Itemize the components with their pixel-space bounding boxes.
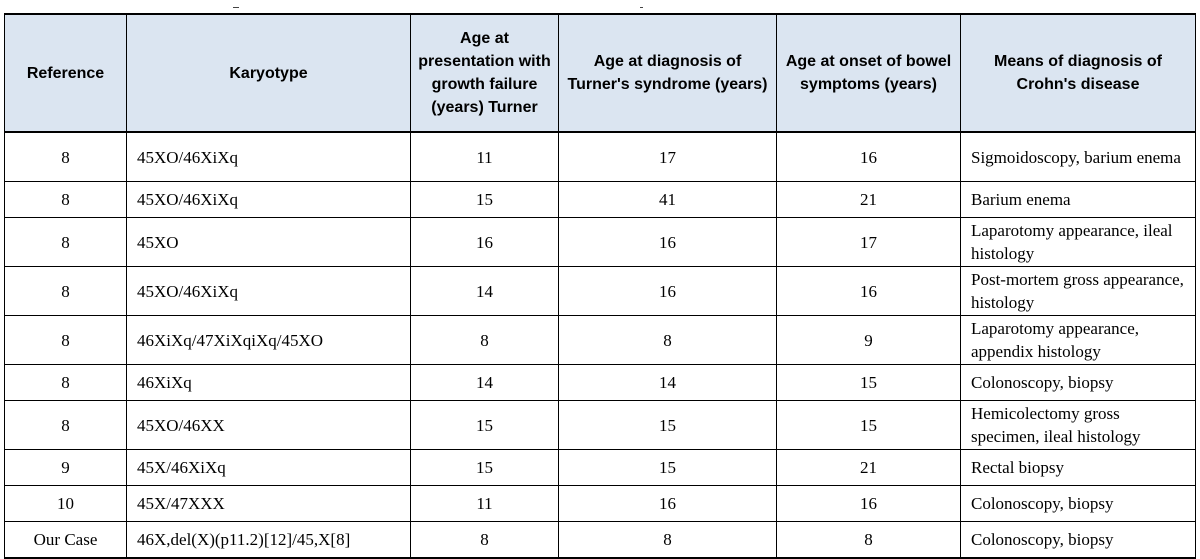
cell-karyotype: 45XO/46XiXq bbox=[126, 131, 411, 182]
table-row: 8 45XO/46XiXq 15 41 21 Barium enema bbox=[4, 181, 1196, 218]
cell-karyotype: 46XiXq/47XiXqiXq/45XO bbox=[126, 315, 411, 365]
header-means-diagnosis: Means of diagnosis of Crohn's disease bbox=[960, 13, 1196, 133]
cell-age-diagnosis-turner: 8 bbox=[558, 521, 777, 559]
table-row: 8 46XiXq/47XiXqiXq/45XO 8 8 9 Laparotomy… bbox=[4, 315, 1196, 365]
cell-age-onset-bowel: 15 bbox=[776, 400, 961, 450]
cell-reference: 8 bbox=[4, 181, 127, 218]
cell-means-diagnosis: Barium enema bbox=[960, 181, 1196, 218]
cell-age-onset-bowel: 15 bbox=[776, 364, 961, 401]
table-row: 8 45XO 16 16 17 Laparotomy appearance, i… bbox=[4, 217, 1196, 267]
cell-age-onset-bowel: 21 bbox=[776, 181, 961, 218]
cell-karyotype: 46X,del(X)(p11.2)[12]/45,X[8] bbox=[126, 521, 411, 559]
cell-age-diagnosis-turner: 16 bbox=[558, 485, 777, 522]
cell-reference: 8 bbox=[4, 364, 127, 401]
cell-age-diagnosis-turner: 17 bbox=[558, 131, 777, 182]
cell-karyotype: 46XiXq bbox=[126, 364, 411, 401]
table-row: 9 45X/46XiXq 15 15 21 Rectal biopsy bbox=[4, 449, 1196, 486]
header-age-diagnosis-turner: Age at diagnosis of Turner's syndrome (y… bbox=[558, 13, 777, 133]
table-row: Our Case 46X,del(X)(p11.2)[12]/45,X[8] 8… bbox=[4, 521, 1196, 559]
cell-age-presentation: 11 bbox=[410, 131, 559, 182]
cell-means-diagnosis: Laparotomy appearance, appendix histolog… bbox=[960, 315, 1196, 365]
table-row: 8 45XO/46XX 15 15 15 Hemicolectomy gross… bbox=[4, 400, 1196, 450]
cell-age-onset-bowel: 8 bbox=[776, 521, 961, 559]
header-age-presentation: Age at presentation with growth failure … bbox=[410, 13, 559, 133]
header-reference: Reference bbox=[4, 13, 127, 133]
cell-karyotype: 45X/47XXX bbox=[126, 485, 411, 522]
cell-age-onset-bowel: 17 bbox=[776, 217, 961, 267]
cell-means-diagnosis: Laparotomy appearance, ileal histology bbox=[960, 217, 1196, 267]
cell-age-onset-bowel: 21 bbox=[776, 449, 961, 486]
cell-means-diagnosis: Colonoscopy, biopsy bbox=[960, 521, 1196, 559]
cell-means-diagnosis: Post-mortem gross appearance, histology bbox=[960, 266, 1196, 316]
table-row: 8 45XO/46XiXq 14 16 16 Post-mortem gross… bbox=[4, 266, 1196, 316]
cell-age-onset-bowel: 16 bbox=[776, 485, 961, 522]
cell-age-diagnosis-turner: 15 bbox=[558, 400, 777, 450]
cell-age-diagnosis-turner: 8 bbox=[558, 315, 777, 365]
cell-reference: 10 bbox=[4, 485, 127, 522]
crohns-turner-table: Reference Karyotype Age at presentation … bbox=[4, 13, 1196, 559]
cell-reference: 8 bbox=[4, 400, 127, 450]
cell-reference: Our Case bbox=[4, 521, 127, 559]
cell-age-diagnosis-turner: 16 bbox=[558, 217, 777, 267]
cell-karyotype: 45XO/46XX bbox=[126, 400, 411, 450]
cell-age-onset-bowel: 16 bbox=[776, 131, 961, 182]
table-container: Reference Karyotype Age at presentation … bbox=[4, 13, 1196, 559]
cell-means-diagnosis: Hemicolectomy gross specimen, ileal hist… bbox=[960, 400, 1196, 450]
cell-age-presentation: 14 bbox=[410, 266, 559, 316]
cell-karyotype: 45XO/46XiXq bbox=[126, 181, 411, 218]
cell-age-diagnosis-turner: 15 bbox=[558, 449, 777, 486]
cell-karyotype: 45X/46XiXq bbox=[126, 449, 411, 486]
top-edge-marks bbox=[0, 2, 1200, 12]
cell-age-presentation: 16 bbox=[410, 217, 559, 267]
edge-mark bbox=[640, 7, 643, 8]
header-row: Reference Karyotype Age at presentation … bbox=[4, 13, 1196, 133]
table-row: 8 45XO/46XiXq 11 17 16 Sigmoidoscopy, ba… bbox=[4, 131, 1196, 182]
cell-age-diagnosis-turner: 16 bbox=[558, 266, 777, 316]
cell-reference: 8 bbox=[4, 217, 127, 267]
cell-means-diagnosis: Colonoscopy, biopsy bbox=[960, 485, 1196, 522]
cell-reference: 8 bbox=[4, 315, 127, 365]
cell-reference: 9 bbox=[4, 449, 127, 486]
cell-age-diagnosis-turner: 14 bbox=[558, 364, 777, 401]
table-row: 10 45X/47XXX 11 16 16 Colonoscopy, biops… bbox=[4, 485, 1196, 522]
cell-age-presentation: 15 bbox=[410, 400, 559, 450]
cell-karyotype: 45XO bbox=[126, 217, 411, 267]
cell-age-presentation: 15 bbox=[410, 449, 559, 486]
cell-age-diagnosis-turner: 41 bbox=[558, 181, 777, 218]
cell-karyotype: 45XO/46XiXq bbox=[126, 266, 411, 316]
cell-age-presentation: 11 bbox=[410, 485, 559, 522]
header-karyotype: Karyotype bbox=[126, 13, 411, 133]
cell-age-onset-bowel: 9 bbox=[776, 315, 961, 365]
cell-age-presentation: 14 bbox=[410, 364, 559, 401]
edge-mark bbox=[233, 7, 239, 8]
cell-means-diagnosis: Sigmoidoscopy, barium enema bbox=[960, 131, 1196, 182]
cell-means-diagnosis: Rectal biopsy bbox=[960, 449, 1196, 486]
cell-age-presentation: 15 bbox=[410, 181, 559, 218]
cell-reference: 8 bbox=[4, 266, 127, 316]
cell-age-onset-bowel: 16 bbox=[776, 266, 961, 316]
header-age-onset-bowel: Age at onset of bowel symptoms (years) bbox=[776, 13, 961, 133]
cell-means-diagnosis: Colonoscopy, biopsy bbox=[960, 364, 1196, 401]
table-row: 8 46XiXq 14 14 15 Colonoscopy, biopsy bbox=[4, 364, 1196, 401]
cell-reference: 8 bbox=[4, 131, 127, 182]
cell-age-presentation: 8 bbox=[410, 315, 559, 365]
cell-age-presentation: 8 bbox=[410, 521, 559, 559]
